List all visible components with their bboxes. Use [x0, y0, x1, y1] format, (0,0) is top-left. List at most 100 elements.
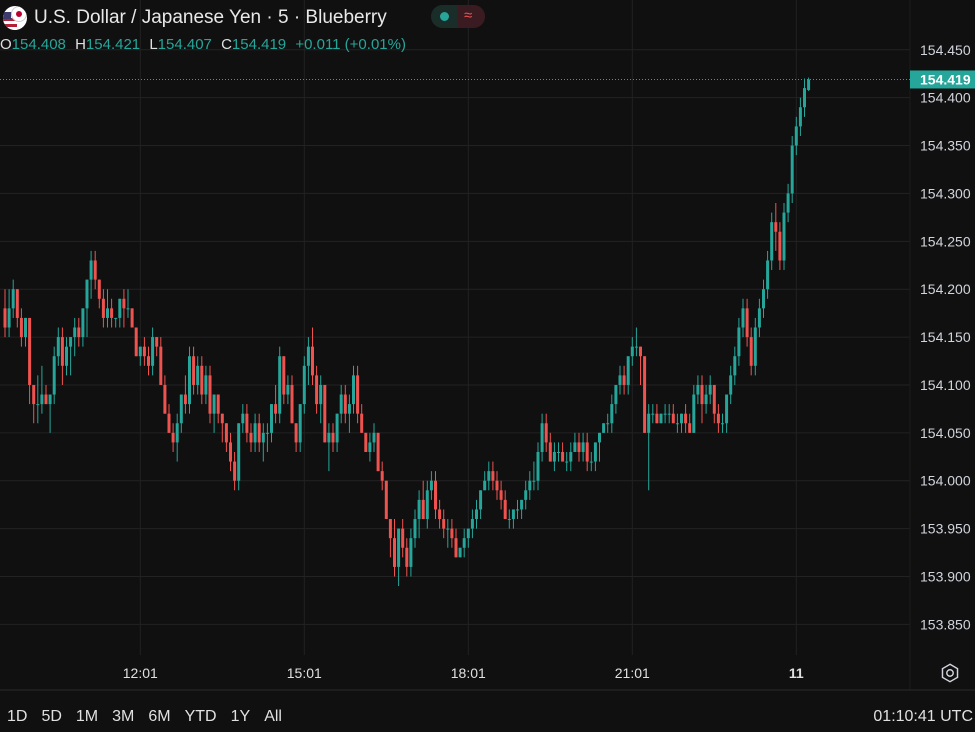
candle-body [753, 327, 757, 366]
candle-body [159, 346, 163, 385]
candle-body [524, 490, 528, 500]
candle-body [462, 538, 466, 548]
range-6m-button[interactable]: 6M [148, 708, 171, 725]
y-tick-label: 154.350 [920, 138, 971, 154]
candle-body [265, 432, 269, 434]
current-price-badge [910, 70, 975, 89]
candle-body [606, 423, 610, 425]
range-3m-button[interactable]: 3M [112, 708, 135, 725]
utc-clock[interactable]: 01:10:41 UTC [873, 708, 973, 725]
candle-body [163, 384, 167, 414]
candle-body [700, 384, 704, 405]
candle-body [60, 337, 64, 366]
candle-body [790, 145, 794, 194]
candle-body [138, 346, 142, 357]
candle-body [548, 442, 552, 462]
candle-body [134, 327, 138, 357]
candle-body [630, 346, 634, 357]
range-all-button[interactable]: All [264, 708, 282, 725]
candle-body [712, 384, 716, 414]
candle-body [803, 88, 806, 108]
candle-body [593, 442, 597, 462]
candle-body [179, 394, 183, 424]
candle-body [282, 356, 286, 395]
candle-body [257, 423, 261, 443]
candle-body [372, 432, 376, 443]
ohlc-values: O154.408 H154.421 L154.407 C154.419 +0.0… [0, 36, 411, 53]
candle-body [196, 365, 200, 385]
candle-body [470, 519, 474, 529]
range-1d-button[interactable]: 1D [7, 708, 28, 725]
candle-body [220, 413, 224, 424]
candle-body [671, 413, 675, 424]
candle-body [581, 442, 585, 452]
candle-body [376, 432, 380, 472]
x-tick-label: 11 [789, 665, 804, 681]
candle-body [663, 413, 667, 415]
y-tick-label: 154.200 [920, 281, 971, 297]
candle-body [151, 337, 155, 366]
price-chart[interactable]: 154.450 154.400 154.350 154.300 154.250 154.2… [0, 0, 975, 700]
candle-body [253, 423, 257, 443]
candle-body [216, 394, 220, 414]
open-label: O [0, 36, 12, 53]
candle-body [634, 346, 638, 348]
y-tick-label: 154.150 [920, 329, 971, 345]
candle-body [77, 327, 81, 338]
market-status-pill[interactable]: ≈ [431, 5, 485, 28]
candle-body [483, 480, 487, 491]
candle-body [204, 375, 208, 395]
candle-body [229, 442, 232, 462]
candle-body [786, 193, 790, 213]
candle-body [233, 461, 237, 481]
candle-body [52, 356, 56, 395]
open-value: 154.408 [11, 36, 66, 53]
range-1y-button[interactable]: 1Y [230, 708, 251, 725]
candle-body [766, 260, 770, 290]
candle-body [89, 260, 93, 280]
candle-body [450, 528, 454, 539]
candle-body [692, 394, 696, 433]
candle-body [69, 337, 73, 347]
market-open-dot-icon [440, 12, 449, 21]
range-5d-button[interactable]: 5D [41, 708, 62, 725]
range-ytd-button[interactable]: YTD [184, 708, 217, 725]
x-tick-label: 18:01 [451, 665, 486, 681]
candle-body [544, 423, 548, 443]
candle-body [495, 480, 499, 491]
candle-body [417, 499, 421, 520]
candle-body [438, 509, 442, 520]
candle-body [101, 298, 105, 318]
change-value: +0.011 (+0.01%) [295, 36, 406, 53]
candle-body [639, 346, 642, 357]
candle-body [356, 375, 360, 414]
candle-body [110, 308, 114, 318]
gear-icon[interactable] [939, 662, 961, 684]
candle-body [626, 356, 630, 385]
candle-body [106, 308, 109, 318]
y-tick-label: 153.950 [920, 521, 971, 537]
candle-body [643, 356, 647, 433]
candle-body [286, 384, 290, 395]
candle-body [491, 471, 495, 481]
candle-body [352, 375, 355, 405]
candle-body [147, 356, 150, 366]
symbol-title[interactable]: U.S. Dollar / Japanese Yen · 5 · Blueber… [34, 7, 387, 28]
candle-body [122, 298, 126, 309]
candle-body [528, 480, 532, 491]
candle-body [585, 442, 589, 462]
candle-body [696, 384, 700, 395]
candle-body [610, 404, 614, 424]
x-tick-label: 12:01 [123, 665, 158, 681]
y-tick-label: 154.450 [920, 42, 971, 58]
candle-body [794, 126, 798, 146]
candle-body [118, 298, 122, 318]
range-1m-button[interactable]: 1M [75, 708, 99, 725]
candle-body [647, 413, 651, 433]
candle-body [659, 413, 663, 424]
candle-body [200, 365, 204, 395]
candle-body [651, 413, 655, 415]
candle-body [274, 404, 278, 414]
candle-body [540, 423, 544, 452]
candle-body [114, 317, 118, 319]
